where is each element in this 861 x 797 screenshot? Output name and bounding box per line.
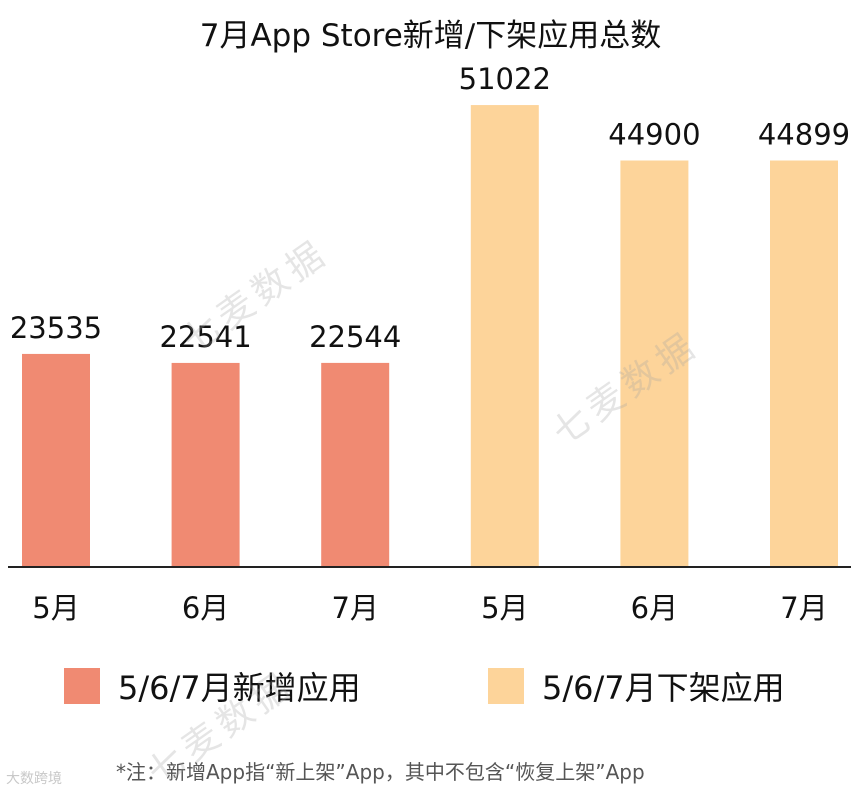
footnote: *注：新增App指“新上架”App，其中不包含“恢复上架”App [116,760,645,784]
value-label-1: 22541 [159,320,251,354]
x-tick-label-5: 7月 [780,591,827,625]
bar-new-0 [22,353,90,567]
value-label-3: 51022 [459,62,551,96]
bar-removed-5 [770,160,838,567]
legend-item-new: 5/6/7月新增应用 [64,664,361,708]
x-tick-label-2: 7月 [331,591,378,625]
legend-label-removed: 5/6/7月下架应用 [542,669,785,707]
value-label-0: 23535 [10,311,102,345]
x-tick-labels-group: 5月 6月 7月 5月 6月 7月 [32,591,827,625]
bar-chart: 23535 22541 22544 51022 44900 44899 5月 6月 7月 5月 6… [8,62,851,625]
legend-item-removed: 5/6/7月下架应用 [488,664,785,708]
corner-watermark: 大数跨境 [6,771,62,787]
x-tick-label-3: 5月 [481,591,528,625]
bar-removed-3 [470,105,539,568]
value-label-5: 44899 [758,118,850,152]
bar-removed-4 [620,160,689,568]
value-label-2: 22544 [309,320,401,354]
value-labels-group: 23535 22541 22544 51022 44900 44899 [10,62,850,354]
x-tick-label-4: 6月 [631,591,678,625]
value-label-4: 44900 [608,117,700,151]
x-tick-label-1: 6月 [182,591,229,625]
legend-swatch-new [64,668,100,704]
legend-swatch-removed [488,668,524,704]
bar-new-2 [321,362,390,567]
legend-label-new: 5/6/7月新增应用 [118,669,361,707]
bar-new-1 [171,362,240,567]
bars-group [22,105,838,568]
chart-title: 7月App Store新增/下架应用总数 [199,18,662,54]
x-tick-label-0: 5月 [32,591,79,625]
